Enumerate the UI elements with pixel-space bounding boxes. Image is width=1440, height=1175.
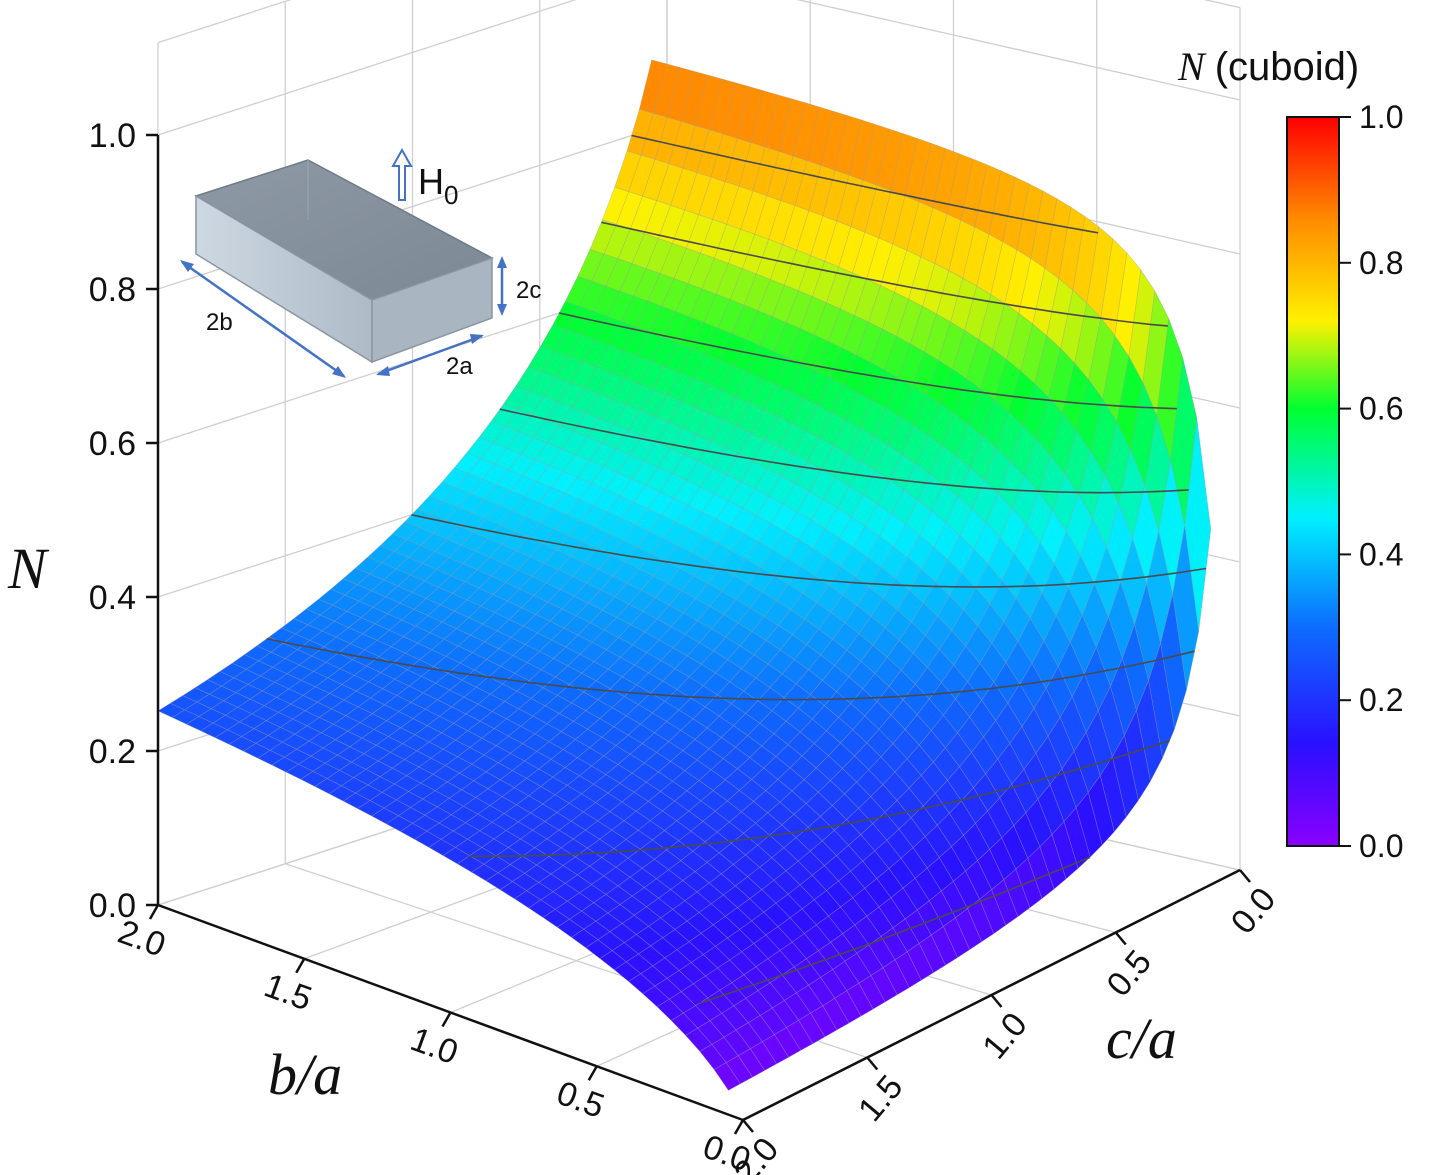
dim-b-label: 2b [206, 309, 233, 336]
contour-line [411, 514, 1207, 588]
c-tick [1114, 931, 1127, 946]
dim-b-arrow [181, 260, 345, 378]
b-tick [441, 1011, 452, 1028]
surface-patch [556, 918, 585, 938]
surface-patch [656, 998, 684, 1021]
z-tick-label: 0.4 [89, 579, 136, 617]
surface-patch [513, 890, 542, 909]
colorbar-tick-label: 0.4 [1359, 536, 1403, 572]
surface-patch [642, 985, 670, 1008]
field-arrow-icon [391, 147, 413, 201]
x-axis-title: b/a [268, 1042, 342, 1107]
c-tick [1239, 869, 1251, 883]
dim-a-arrow [377, 334, 483, 376]
y-axis-title: c/a [1106, 1006, 1177, 1071]
c-tick [742, 1119, 754, 1133]
b-tick [148, 904, 160, 920]
contour-line [266, 638, 1195, 701]
contour-line [468, 739, 1170, 858]
colorbar-ticks: 1.0 0.8 0.6 0.4 0.2 0.0 [1339, 99, 1403, 864]
z-axis-title: N [7, 536, 50, 601]
surface-patch [371, 807, 399, 825]
b-tick-label: 1.5 [259, 966, 316, 1018]
colorbar-tick-label: 0.8 [1359, 245, 1403, 281]
contour-lines [266, 134, 1207, 1004]
z-tick-label: 0.0 [89, 887, 136, 925]
colorbar: 1.0 0.8 0.6 0.4 0.2 0.0 N (cuboid) [1177, 44, 1403, 864]
surface-patch [271, 756, 300, 773]
c-tick [866, 1056, 879, 1071]
surface-patch [471, 863, 499, 882]
surface-patch [185, 716, 214, 732]
b-tick [587, 1065, 598, 1081]
surface-patch [699, 1044, 727, 1070]
colorbar-tick-label: 0.6 [1359, 391, 1403, 427]
b-tick [733, 1119, 745, 1135]
surface-patch [428, 838, 456, 856]
b-tick-label: 1.0 [406, 1020, 463, 1072]
contour-line [601, 221, 1168, 327]
arrowhead-icon [497, 256, 507, 268]
contour-line [631, 134, 1099, 234]
b-tick-label: 0.5 [552, 1074, 609, 1126]
surface-patch [670, 1012, 699, 1036]
surface-patch [570, 928, 599, 949]
contour-line [559, 312, 1177, 410]
surface-patch [399, 823, 428, 840]
contour-line [699, 856, 1090, 1004]
colorbar-title: N (cuboid) [1177, 44, 1359, 89]
surface-patch [357, 800, 385, 817]
surface-patch [542, 909, 570, 928]
arrowhead-icon [497, 304, 507, 316]
surface-patch [713, 1062, 741, 1091]
inset-cuboid-diagram: 2b 2a 2c H0 [180, 147, 541, 380]
z-tick-label: 0.6 [89, 425, 136, 463]
grid-line [157, 0, 1241, 136]
arrowhead-icon [180, 260, 194, 272]
b-tick [295, 958, 306, 974]
z-tick-label: 0.8 [89, 271, 136, 309]
c-tick-label: 0.5 [1100, 943, 1159, 1004]
dim-c-label: 2c [516, 277, 541, 304]
surface-patch [456, 855, 485, 873]
surface-patch [328, 785, 357, 802]
cuboid-side-face [371, 256, 493, 364]
surface-patch [314, 778, 342, 795]
surface-patch [299, 771, 328, 787]
c-tick-label: 1.5 [851, 1068, 910, 1129]
c-tick [990, 994, 1003, 1008]
field-label: H0 [418, 161, 458, 210]
surface-patch [385, 815, 414, 832]
arrowhead-icon [470, 334, 484, 344]
grid-line [157, 0, 1241, 44]
colorbar-tick-label: 1.0 [1359, 99, 1403, 135]
colorbar-gradient [1286, 116, 1340, 847]
arrowhead-icon [332, 366, 346, 378]
z-tick-label: 1.0 [89, 117, 136, 155]
surface-patch [342, 792, 371, 809]
c-tick-label: 1.0 [975, 1006, 1034, 1067]
surface-patch [585, 939, 613, 959]
dim-a-label: 2a [446, 353, 473, 380]
surface-patch [242, 743, 271, 759]
surface-patch [499, 881, 528, 900]
z-tick-label: 0.2 [89, 733, 136, 771]
surface-patch [685, 1027, 713, 1052]
colorbar-tick-label: 0.2 [1359, 682, 1403, 718]
arrowhead-icon [376, 366, 390, 376]
surface-patch [214, 729, 243, 745]
contour-line [499, 408, 1189, 494]
c-tick-label: 0.0 [1224, 881, 1283, 942]
surface-patch [528, 899, 556, 918]
colorbar-tick-label: 0.0 [1359, 828, 1403, 864]
